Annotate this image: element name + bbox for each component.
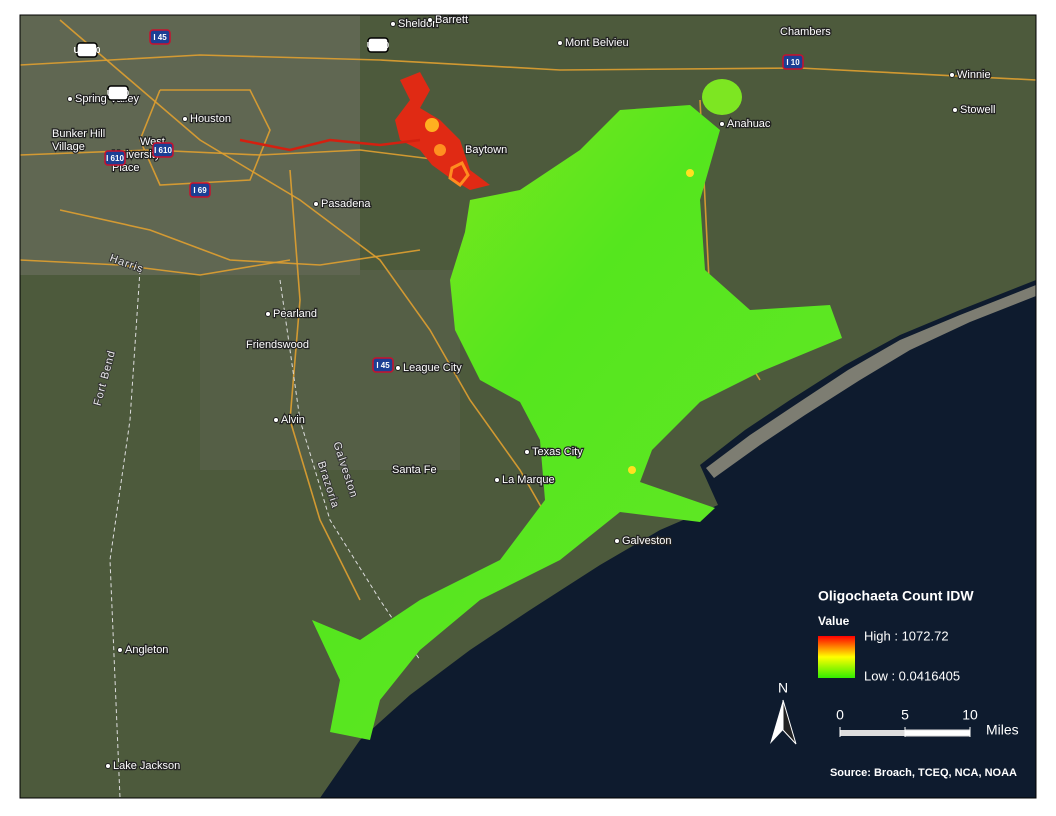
place-dot: [949, 72, 955, 78]
hotspot: [628, 466, 636, 474]
scale-tick-label: 10: [962, 707, 978, 723]
place-dot: [273, 417, 279, 423]
shield: [107, 85, 129, 101]
place-dot: [67, 96, 73, 102]
arrow-right: [782, 699, 797, 745]
map-frame: Harris Fort Bend Galveston Brazoria Shel…: [20, 14, 1036, 798]
place-dot: [719, 121, 725, 127]
place-dot: [557, 40, 563, 46]
road: [20, 54, 1036, 81]
frame-border: [19, 14, 1037, 799]
place-label: League City: [403, 362, 462, 374]
gulf-of-mexico: [320, 280, 1036, 798]
shield-label: US 290: [74, 46, 101, 55]
place-dot: [182, 116, 188, 122]
legend-low: Low : 0.0416405: [864, 668, 960, 683]
beach: [706, 285, 1036, 478]
shield-label: I 610: [154, 146, 172, 155]
shield: [104, 150, 126, 166]
road: [20, 259, 291, 276]
shield: [782, 54, 804, 70]
shield-label: US 90: [367, 41, 390, 50]
shield: [76, 42, 98, 58]
highway-shields: I 45 I 10 I 610 I 69 I 610 I 45 US 90 US 290 US …: [74, 29, 804, 373]
road: [59, 19, 561, 541]
place-label: Lake Jackson: [113, 760, 180, 772]
north-arrow: N: [770, 680, 797, 745]
source-note: Source: Broach, TCEQ, NCA, NOAA: [830, 767, 1017, 779]
hotspot: [434, 144, 446, 156]
place-label: Mont Belvieu: [565, 37, 629, 49]
shield: [152, 142, 174, 158]
place-label: Galveston: [622, 535, 672, 547]
place-dot: [390, 21, 396, 27]
place-label: Barrett: [435, 14, 468, 26]
place-label: Alvin: [281, 414, 305, 426]
hotspot: [425, 118, 439, 132]
hotspot: [686, 169, 694, 177]
shield-label: US 90: [107, 89, 130, 98]
place-label: Angleton: [125, 644, 168, 656]
shield: [372, 357, 394, 373]
shield-label: I 45: [153, 33, 167, 42]
place-dot: [524, 449, 530, 455]
place-dot: [117, 647, 123, 653]
north-label: N: [778, 680, 788, 696]
hotspot: [448, 160, 470, 188]
scale-bar: Miles 0 5 10: [836, 707, 1019, 738]
place-dot: [313, 201, 319, 207]
place-dot: [395, 365, 401, 371]
place-dot: [614, 538, 620, 544]
suburban-area: [200, 270, 460, 470]
channel-high-values: [395, 72, 490, 190]
place-label: Chambers: [780, 26, 831, 38]
scale-tick-label: 0: [836, 707, 844, 723]
place-dot: [265, 311, 271, 317]
legend-high: High : 1072.72: [864, 628, 949, 643]
place-label: Anahuac: [727, 118, 771, 130]
place-dot: [427, 17, 433, 23]
place-dot: [494, 477, 500, 483]
scale-tick-label: 5: [901, 707, 909, 723]
color-ramp: [818, 636, 855, 678]
lake-idw-surface: [702, 79, 742, 115]
place-label: Pearland: [273, 308, 317, 320]
shield: [189, 182, 211, 198]
place-label: Santa Fe: [392, 464, 437, 476]
place-label: Stowell: [960, 104, 995, 116]
road: [289, 169, 361, 601]
shield-label: I 45: [376, 361, 390, 370]
place-label: La Marque: [502, 474, 555, 486]
shield-label: I 10: [786, 58, 800, 67]
legend: Oligochaeta Count IDW Value High : 1072.…: [818, 588, 974, 683]
place-dot: [952, 107, 958, 113]
place-label: Winnie: [957, 69, 991, 81]
shield: [149, 29, 171, 45]
place-label: Bunker Hill: [52, 128, 105, 140]
place-dot: [105, 763, 111, 769]
scale-unit: Miles: [986, 722, 1019, 738]
place-label: Village: [52, 141, 85, 153]
scale-segment: [904, 729, 971, 737]
shield: [367, 37, 389, 53]
place-label: Houston: [190, 113, 231, 125]
bay-idw-surface: [312, 105, 842, 740]
legend-title: Oligochaeta Count IDW: [818, 588, 974, 604]
arrow-left: [770, 700, 783, 744]
shield-label: I 69: [193, 186, 207, 195]
ship-channel: [239, 138, 421, 152]
place-label: Baytown: [465, 144, 507, 156]
shield-label: I 610: [106, 154, 124, 163]
legend-field: Value: [818, 614, 850, 628]
road: [139, 89, 271, 186]
place-label: Texas City: [532, 446, 583, 458]
place-label: Pasadena: [321, 198, 371, 210]
road: [59, 209, 421, 266]
scale-segment: [840, 730, 905, 736]
place-label: Friendswood: [246, 339, 309, 351]
